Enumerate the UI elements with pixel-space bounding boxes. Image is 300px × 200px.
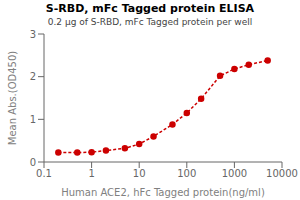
svg-text:Human ACE2, hFc Tagged protein: Human ACE2, hFc Tagged protein(ng/ml) bbox=[61, 187, 265, 198]
svg-text:10: 10 bbox=[133, 168, 146, 179]
svg-text:2: 2 bbox=[30, 71, 36, 82]
svg-text:10000: 10000 bbox=[266, 168, 292, 179]
svg-text:3: 3 bbox=[30, 29, 36, 40]
html-text:0.2 μg of S-RBD, mFc Tagged pr: 0.2 μg of S-RBD, mFc Tagged protein per … bbox=[47, 17, 253, 27]
svg-text:100: 100 bbox=[177, 168, 196, 179]
svg-text:1000: 1000 bbox=[222, 168, 247, 179]
html-text:S-RBD, mFc Tagged protein ELIS: S-RBD, mFc Tagged protein ELISA bbox=[45, 2, 255, 15]
svg-text:Mean Abs.(OD450): Mean Abs.(OD450) bbox=[8, 51, 18, 146]
svg-text:0.1: 0.1 bbox=[36, 168, 52, 179]
svg-text:1: 1 bbox=[88, 168, 94, 179]
svg-text:1: 1 bbox=[30, 114, 36, 125]
svg-text:0: 0 bbox=[30, 157, 36, 168]
